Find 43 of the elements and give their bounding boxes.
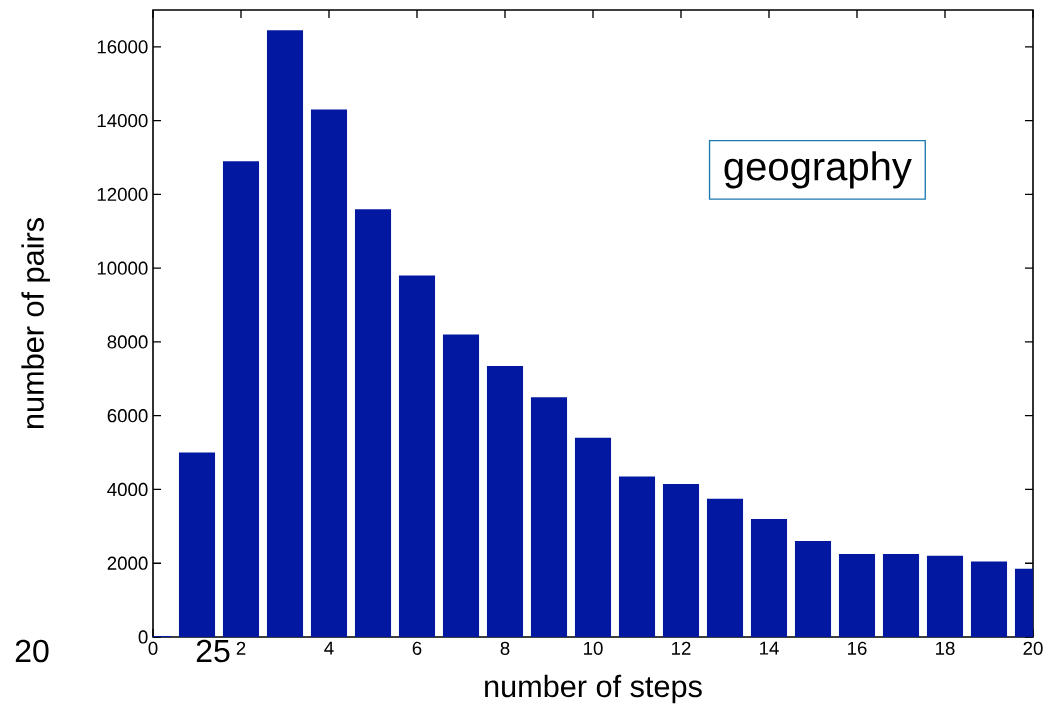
- y-tick-label: 2000: [107, 556, 148, 570]
- bar: [706, 498, 744, 637]
- y-tick-label: 14000: [97, 114, 148, 128]
- x-tick-label: 18: [936, 641, 955, 655]
- y-tick-label: 12000: [97, 187, 148, 202]
- x-tick-label: 8: [500, 641, 510, 655]
- bar: [882, 554, 920, 637]
- bar: [838, 554, 876, 637]
- bar: [662, 483, 700, 637]
- bar: [574, 437, 612, 637]
- bar: [354, 209, 392, 637]
- bar: [178, 452, 216, 637]
- x-tick-label: 0: [148, 641, 158, 655]
- x-tick-label: 2: [236, 641, 246, 655]
- x-tick-label: 20: [1023, 641, 1043, 655]
- x-tick-label: 16: [848, 641, 867, 655]
- y-tick-label: 4000: [107, 482, 148, 497]
- y-tick-label: 16000: [97, 40, 148, 54]
- bar: [266, 30, 304, 637]
- y-axis-title: number of pairs: [21, 218, 50, 428]
- x-tick-label: 10: [584, 641, 603, 655]
- bar: [794, 541, 832, 637]
- y-tick-label: 0: [138, 630, 148, 644]
- y-tick-label: 6000: [107, 409, 148, 423]
- bar: [398, 275, 436, 637]
- x-tick-label: 6: [412, 641, 422, 655]
- bar: [310, 109, 348, 637]
- text: 25: [196, 639, 230, 663]
- y-tick-label: 8000: [107, 335, 148, 349]
- bar: [618, 476, 656, 637]
- bar: [750, 518, 788, 637]
- bar: [926, 555, 964, 637]
- y-tick-label: 10000: [97, 261, 148, 275]
- bar: [486, 365, 524, 637]
- annotation: geography: [724, 151, 912, 189]
- x-tick-label: 12: [672, 641, 691, 655]
- bar: [442, 334, 480, 637]
- bar: [530, 397, 568, 637]
- bar: [222, 161, 260, 637]
- bar: [970, 561, 1008, 637]
- x-tick-label: 4: [324, 641, 334, 655]
- x-tick-label: 14: [760, 641, 779, 655]
- x-axis-title: number of steps: [485, 674, 702, 704]
